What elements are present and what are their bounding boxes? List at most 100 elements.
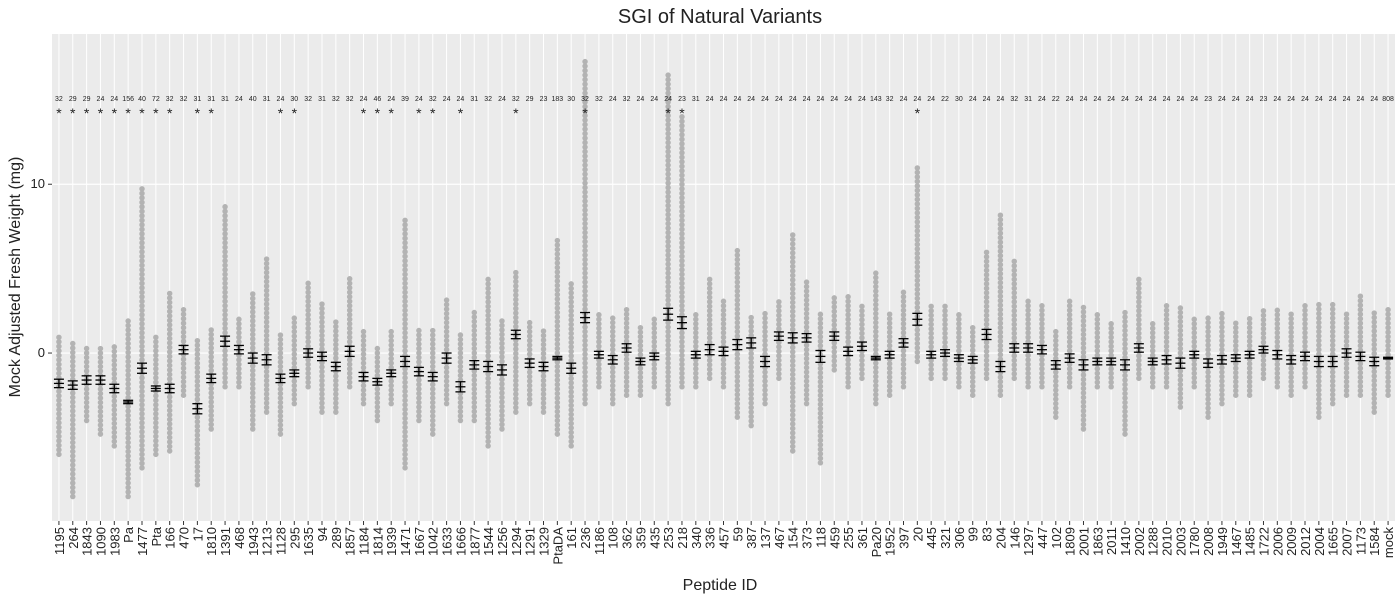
x-tick-label: 1857	[343, 527, 358, 556]
significance-mark: *	[125, 105, 131, 121]
significance-mark: *	[458, 105, 464, 121]
n-label: 808	[1382, 96, 1394, 103]
x-tick-label: PtaDA	[550, 527, 565, 565]
n-label: 24	[817, 96, 825, 103]
n-label: 23	[678, 96, 686, 103]
n-label: 24	[761, 96, 769, 103]
n-label: 24	[803, 96, 811, 103]
n-label: 24	[457, 96, 465, 103]
n-label: 24	[498, 96, 506, 103]
x-tick-label: 137	[758, 527, 773, 549]
n-label: 24	[720, 96, 728, 103]
x-tick-label: 306	[952, 527, 967, 549]
n-label: 31	[318, 96, 326, 103]
n-label: 24	[983, 96, 991, 103]
n-label: 24	[637, 96, 645, 103]
n-label: 23	[1204, 96, 1212, 103]
x-tick-label: 1184	[357, 527, 372, 555]
x-tick-label: 1544	[481, 527, 496, 556]
x-tick-label: 1667	[412, 527, 427, 556]
x-tick-label: 102	[1049, 527, 1064, 549]
x-tick-label: 1297	[1021, 527, 1036, 556]
n-label: 32	[304, 96, 312, 103]
x-tick-label: 387	[744, 527, 759, 549]
x-tick-label: 20	[910, 527, 925, 541]
x-tick-label: 340	[689, 527, 704, 549]
x-tick-label: 146	[1007, 527, 1022, 549]
n-label: 24	[235, 96, 243, 103]
x-tick-label: 2004	[1312, 527, 1327, 556]
significance-mark: *	[679, 105, 685, 121]
n-label: 31	[470, 96, 478, 103]
n-label: 24	[97, 96, 105, 103]
n-label: 24	[443, 96, 451, 103]
n-label: 31	[1024, 96, 1032, 103]
x-tick-label: 459	[827, 527, 842, 549]
x-tick-label: 1329	[537, 527, 552, 556]
x-tick-label: Pa	[121, 526, 136, 543]
x-tick-label: 204	[993, 527, 1008, 549]
chart-title: SGI of Natural Variants	[618, 6, 822, 28]
significance-mark: *	[915, 105, 921, 121]
x-tick-label: Pa20	[869, 527, 884, 557]
significance-mark: *	[416, 105, 422, 121]
n-label: 32	[429, 96, 437, 103]
n-label: 40	[138, 96, 146, 103]
x-tick-label: 1952	[883, 527, 898, 556]
significance-mark: *	[292, 105, 298, 121]
n-label: 24	[1273, 96, 1281, 103]
significance-mark: *	[208, 105, 214, 121]
significance-mark: *	[153, 105, 159, 121]
n-label: 24	[913, 96, 921, 103]
x-tick-label: 1195	[52, 527, 67, 555]
n-label: 22	[941, 96, 949, 103]
n-label: 24	[775, 96, 783, 103]
n-label: 24	[1232, 96, 1240, 103]
x-tick-label: 94	[315, 527, 330, 541]
significance-mark: *	[167, 105, 173, 121]
x-tick-label: 255	[841, 527, 856, 549]
n-label: 24	[858, 96, 866, 103]
x-tick-label: 457	[717, 527, 732, 549]
x-tick-label: 373	[800, 527, 815, 549]
x-tick-label: 218	[675, 527, 690, 549]
x-tick-label: 2008	[1201, 527, 1216, 556]
x-tick-label: 1939	[384, 527, 399, 556]
x-tick-label: 17	[190, 527, 205, 541]
x-tick-label: 1042	[426, 527, 441, 556]
x-tick-label: 236	[578, 527, 593, 549]
n-label: 156	[122, 96, 134, 103]
x-tick-label: 1485	[1243, 527, 1258, 556]
n-label: 24	[1356, 96, 1364, 103]
x-tick-label: 2006	[1270, 527, 1285, 556]
n-label: 31	[221, 96, 229, 103]
n-label: 31	[207, 96, 215, 103]
significance-mark: *	[139, 105, 145, 121]
significance-mark: *	[112, 105, 118, 121]
n-label: 24	[789, 96, 797, 103]
n-label: 46	[373, 96, 381, 103]
x-tick-label: 2010	[1160, 527, 1175, 556]
x-tick-label: 1128	[273, 527, 288, 555]
x-tick-label: 445	[924, 527, 939, 549]
n-label: 24	[1093, 96, 1101, 103]
x-tick-label: 1877	[467, 527, 482, 556]
n-label: 24	[110, 96, 118, 103]
n-label: 31	[692, 96, 700, 103]
y-tick-label: 0	[38, 345, 45, 360]
x-tick-label: 468	[232, 527, 247, 549]
n-label: 32	[595, 96, 603, 103]
x-tick-label: 1983	[107, 527, 122, 556]
x-tick-label: 108	[606, 527, 621, 549]
x-tick-label: 467	[772, 527, 787, 549]
n-label: 183	[552, 96, 564, 103]
n-label: 31	[193, 96, 201, 103]
n-label: 24	[360, 96, 368, 103]
n-label: 23	[1260, 96, 1268, 103]
x-tick-label: 1288	[1146, 527, 1161, 556]
x-tick-label: 1391	[218, 527, 233, 556]
x-tick-label: 1665	[1326, 527, 1341, 556]
significance-mark: *	[56, 105, 62, 121]
x-axis-title: Peptide ID	[683, 577, 758, 594]
